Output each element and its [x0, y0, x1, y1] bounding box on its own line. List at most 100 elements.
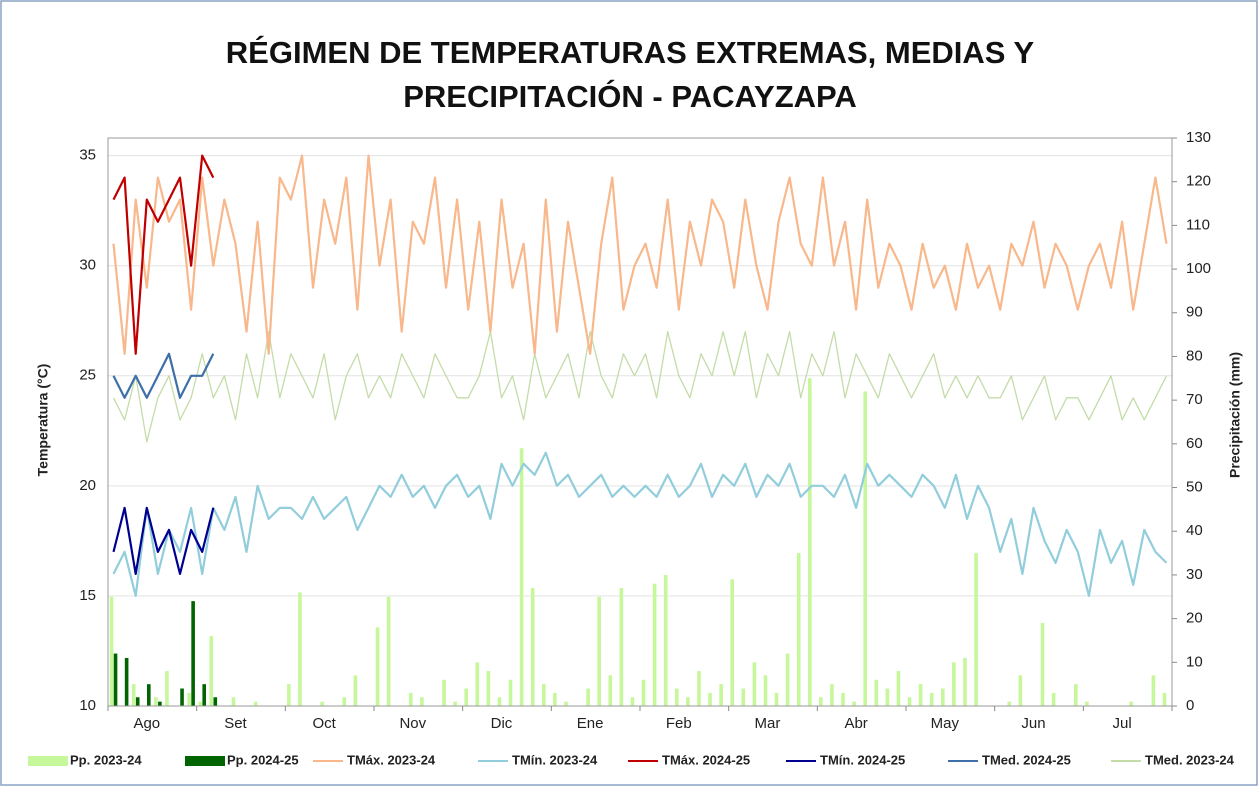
- bar: [109, 596, 114, 706]
- bar: [697, 671, 701, 706]
- bar: [213, 697, 218, 706]
- x-tick-label: Dic: [491, 715, 513, 732]
- bar: [187, 692, 191, 706]
- bar: [1085, 701, 1089, 706]
- bar: [530, 588, 535, 706]
- x-tick-label: Feb: [666, 715, 692, 732]
- bar: [353, 675, 358, 706]
- line: [112, 331, 1168, 443]
- bar: [124, 657, 129, 706]
- bar: [154, 697, 158, 706]
- y-tick-label: 10: [79, 697, 96, 714]
- bar: [113, 653, 118, 706]
- bar: [940, 688, 945, 706]
- line: [112, 352, 215, 399]
- bar: [586, 688, 590, 706]
- x-tick-label: Oct: [312, 715, 336, 732]
- y-tick-label: 25: [79, 367, 96, 384]
- y2-tick-label: 40: [1186, 522, 1203, 539]
- y2-tick-label: 0: [1186, 697, 1194, 714]
- bar: [1151, 675, 1156, 706]
- bar: [730, 579, 735, 706]
- bar: [342, 697, 347, 706]
- bar: [929, 692, 934, 706]
- bar: [209, 636, 214, 706]
- bar: [198, 701, 203, 706]
- x-tick-label: Nov: [399, 715, 426, 732]
- line: [112, 506, 215, 575]
- bar: [131, 684, 136, 706]
- bar: [619, 588, 624, 706]
- y-tick-label: 20: [79, 477, 96, 494]
- bar: [852, 701, 856, 706]
- bar: [719, 684, 723, 706]
- y-tick-label: 30: [79, 257, 96, 274]
- bar: [597, 596, 602, 706]
- bar: [191, 601, 195, 706]
- bar: [752, 662, 757, 706]
- bar: [686, 697, 690, 706]
- y-tick-label: 15: [79, 587, 96, 604]
- bar: [885, 688, 890, 706]
- lines: [112, 154, 1168, 597]
- bar: [564, 701, 568, 706]
- bar: [180, 688, 184, 706]
- bar: [1007, 701, 1012, 706]
- bar: [541, 684, 546, 706]
- x-tick-label: Jul: [1113, 715, 1132, 732]
- bar: [146, 684, 151, 706]
- bar: [1073, 684, 1078, 706]
- y2-tick-label: 90: [1186, 304, 1203, 321]
- bar: [298, 592, 302, 706]
- bar: [497, 697, 502, 706]
- line: [112, 154, 1168, 355]
- bar: [608, 675, 613, 706]
- bar: [918, 684, 923, 706]
- bar: [519, 448, 524, 706]
- line: [112, 451, 1168, 597]
- x-tick-label: Mar: [755, 715, 781, 732]
- legend-swatch: [28, 756, 68, 766]
- bar: [785, 653, 790, 706]
- legend-label: TMed. 2023-24: [1145, 752, 1235, 767]
- bar: [375, 627, 380, 706]
- y-tick-label: 35: [79, 147, 96, 164]
- y2-tick-label: 50: [1186, 479, 1203, 496]
- y-axis-label: Temperatura (°C): [35, 364, 51, 477]
- y2-tick-label: 20: [1186, 610, 1203, 627]
- chart-title: PRECIPITACIÓN - PACAYZAPA: [403, 78, 857, 114]
- bar: [253, 701, 258, 706]
- legend-label: Pp. 2024-25: [227, 752, 299, 767]
- bar: [708, 692, 712, 706]
- bar: [553, 692, 557, 706]
- bar: [475, 662, 480, 706]
- y2-axis-label: Precipitación (mm): [1227, 352, 1243, 478]
- y2-tick-label: 120: [1186, 173, 1211, 190]
- bar: [874, 679, 879, 706]
- x-tick-label: Ene: [577, 715, 604, 732]
- bar: [486, 671, 491, 706]
- bar: [663, 574, 668, 706]
- bar: [974, 553, 978, 706]
- legend-label: TMed. 2024-25: [982, 752, 1071, 767]
- bar: [408, 692, 413, 706]
- y2-tick-label: 30: [1186, 566, 1203, 583]
- bar: [386, 596, 391, 706]
- bar: [952, 662, 956, 706]
- bar: [453, 701, 457, 706]
- bar: [420, 697, 424, 706]
- bar: [320, 701, 324, 706]
- bar: [819, 697, 823, 706]
- bar: [652, 583, 657, 706]
- x-tick-label: Jun: [1021, 715, 1045, 732]
- bar: [287, 684, 291, 706]
- y2-tick-label: 10: [1186, 653, 1203, 670]
- x-tick-label: Set: [224, 715, 247, 732]
- bar: [674, 688, 679, 706]
- bar: [1051, 692, 1056, 706]
- bar: [231, 697, 236, 706]
- bar: [796, 553, 801, 706]
- y2-tick-label: 60: [1186, 435, 1203, 452]
